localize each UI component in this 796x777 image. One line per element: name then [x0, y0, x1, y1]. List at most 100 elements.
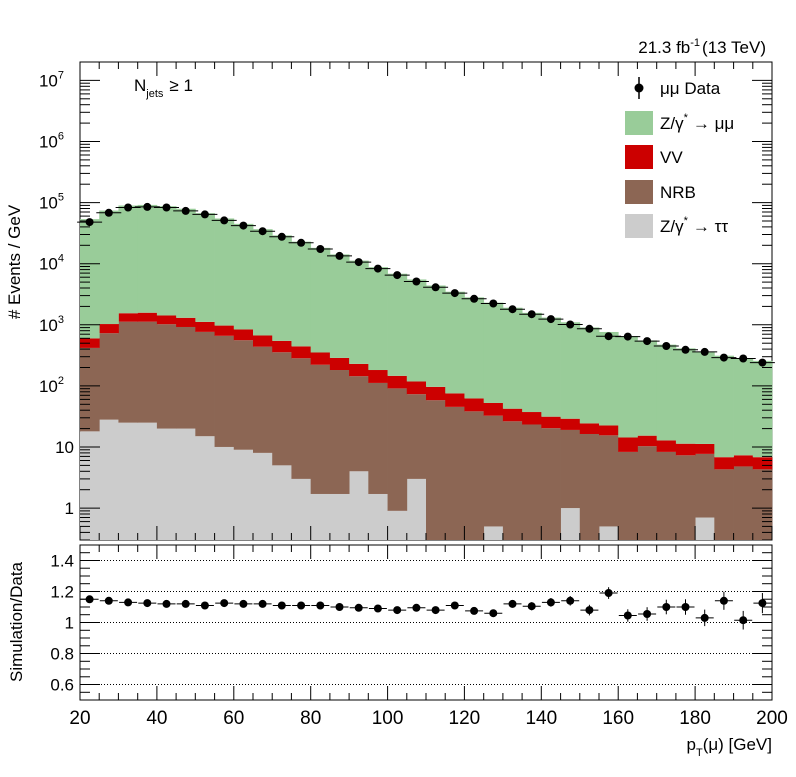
bar-zmm [502, 307, 523, 409]
ratio-point [566, 596, 575, 605]
ratio-point [162, 599, 171, 608]
data-point [739, 354, 748, 363]
bar-nrb [560, 429, 581, 509]
legend-nrb-swatch [625, 180, 653, 204]
bar-nrb [176, 326, 196, 429]
ratio-point [181, 599, 190, 608]
ratio-gridlines [80, 560, 772, 685]
ratio-point [277, 601, 286, 610]
legend-zmm-label: Z/γ* → μμ [660, 112, 734, 133]
bar-nrb [368, 382, 388, 494]
legend-entry-vv: VV [625, 145, 683, 169]
upper-y-tick-labels: 1 10 102 103 104 105 106 107 [39, 69, 74, 518]
ratio-y-axis-label: Simulation/Data [7, 561, 26, 682]
ratio-point [239, 599, 248, 608]
x-tick-label: 40 [146, 708, 167, 729]
bar-ztt [176, 428, 196, 540]
data-point [604, 332, 613, 341]
bar-nrb [99, 333, 119, 420]
bar-zmm [329, 254, 350, 358]
ratio-y-tick-label: 1 [65, 614, 74, 633]
bar-vv [579, 423, 600, 434]
bar-nrb [156, 324, 177, 429]
bar-vv [368, 370, 388, 383]
bar-nrb [522, 424, 542, 540]
bar-zmm [156, 206, 177, 316]
data-point [643, 337, 652, 346]
ratio-point [527, 602, 536, 611]
bar-nrb [656, 451, 677, 540]
bar-ztt [214, 446, 235, 540]
bar-nrb [445, 406, 465, 540]
bar-zmm [195, 213, 215, 322]
bar-nrb [483, 415, 504, 527]
bar-nrb [80, 347, 100, 432]
bar-zmm [272, 235, 292, 341]
data-point [316, 245, 325, 253]
legend-vv-swatch [625, 145, 653, 169]
y-tick-label: 1 [65, 499, 74, 518]
data-point [277, 232, 286, 241]
bar-ztt [195, 436, 215, 540]
bar-nrb [406, 394, 427, 479]
upper-axis-ticks [79, 61, 773, 541]
bar-vv [195, 321, 215, 332]
bar-zmm [253, 229, 273, 336]
bar-vv [156, 315, 177, 325]
data-point [335, 251, 344, 260]
ratio-point [373, 604, 382, 613]
bar-nrb [387, 388, 408, 511]
ratio-y-tick-label: 0.8 [50, 645, 74, 664]
bar-vv [99, 324, 119, 334]
bar-vv [118, 313, 139, 322]
bar-nrb [714, 469, 734, 540]
bar-vv [406, 381, 427, 395]
ratio-y-tick-labels: 0.6 0.8 1 1.2 1.4 [50, 552, 74, 695]
y-tick-label: 10 [55, 438, 74, 457]
legend-entry-ztt: Z/γ* → ττ [625, 214, 728, 238]
bar-vv [214, 325, 235, 336]
bar-nrb [675, 455, 696, 540]
data-point [623, 332, 632, 341]
data-point [104, 208, 113, 217]
ratio-y-tick-label: 1.4 [50, 552, 74, 571]
bar-ztt [406, 478, 427, 540]
y-tick-label: 104 [39, 253, 64, 274]
legend-ztt-label: Z/γ* → ττ [660, 215, 728, 236]
bar-vv [541, 416, 561, 429]
bar-nrb [329, 370, 350, 494]
bar-vv [483, 402, 504, 416]
upper-y-axis-label: # Events / GeV [5, 204, 24, 319]
bar-ztt [272, 465, 292, 540]
x-tick-label: 60 [223, 708, 244, 729]
ratio-y-tick-label: 0.6 [50, 676, 74, 695]
bar-zmm [522, 312, 542, 413]
ratio-point [585, 606, 594, 615]
bar-vv [253, 335, 273, 347]
data-point [546, 315, 555, 324]
data-point [719, 353, 728, 362]
ratio-point [354, 603, 363, 612]
ratio-point [124, 598, 133, 607]
bar-nrb [502, 421, 523, 540]
ratio-point [719, 596, 728, 605]
data-point [566, 320, 575, 329]
bar-vv [426, 386, 446, 401]
legend-entry-zmm: Z/γ* → μμ [625, 111, 734, 135]
x-tick-labels: 20 40 60 80 100 120 140 160 180 200 [69, 708, 787, 729]
bar-nrb [541, 428, 561, 540]
data-point [200, 210, 209, 219]
bar-vv [618, 437, 638, 452]
bar-zmm [310, 247, 331, 353]
data-point [508, 305, 517, 314]
bar-zmm [599, 331, 619, 426]
ratio-point [546, 598, 555, 607]
bar-vv [329, 357, 350, 371]
bar-ztt [118, 422, 139, 540]
ratio-y-tick-label: 1.2 [50, 583, 74, 602]
ratio-point [393, 606, 402, 615]
bar-vv [675, 443, 696, 456]
bar-nrb [137, 321, 158, 423]
legend-nrb-label: NRB [660, 183, 696, 202]
ratio-point [143, 599, 152, 608]
